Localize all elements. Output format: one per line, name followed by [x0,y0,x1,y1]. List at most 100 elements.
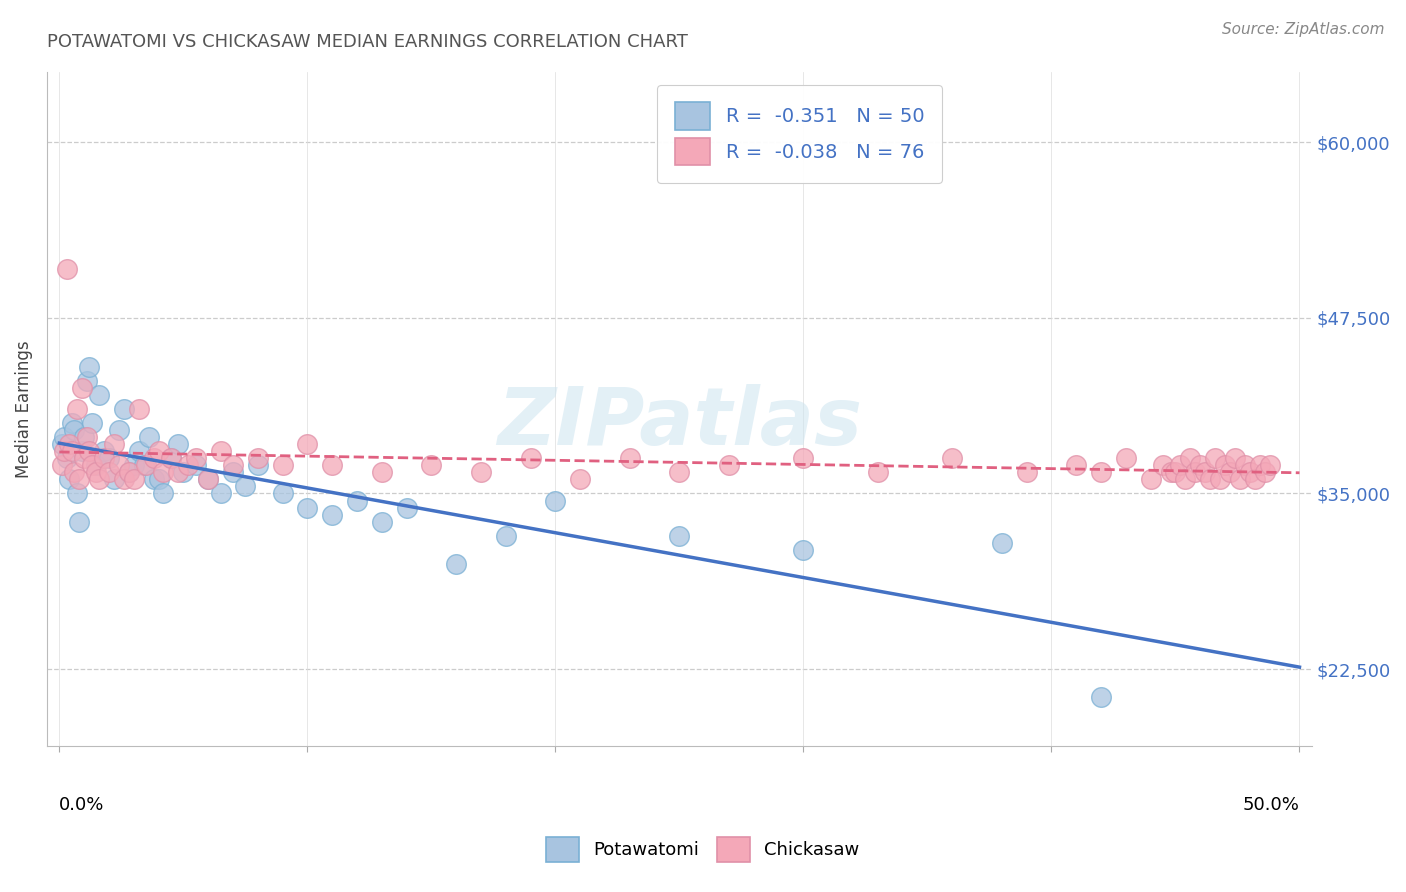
Point [142,472,165,486]
Point [135,458,157,473]
Point [108,458,131,473]
Point [160,451,183,466]
Point [395,500,418,515]
Point [1223,451,1246,466]
Point [53,444,76,458]
Point [371,466,394,480]
Point [73,451,96,466]
Point [128,402,150,417]
Point [209,444,232,458]
Point [866,466,889,480]
Point [58,472,80,486]
Point [76,430,98,444]
Point [1064,458,1087,473]
Point [118,466,141,480]
Point [233,479,256,493]
Point [1160,466,1182,480]
Point [128,444,150,458]
Point [138,430,160,444]
Point [60,444,83,458]
Point [132,458,155,473]
Point [77,444,100,458]
Point [80,416,103,430]
Point [58,437,80,451]
Point [93,444,115,458]
Point [148,444,170,458]
Point [1204,451,1226,466]
Point [122,472,145,486]
Point [1090,466,1112,480]
Point [112,472,135,486]
Point [1139,472,1161,486]
Point [991,535,1014,549]
Point [63,423,86,437]
Point [67,472,90,486]
Point [1209,472,1232,486]
Point [209,486,232,500]
Point [1184,466,1206,480]
Text: 0.0%: 0.0% [59,796,104,814]
Point [112,402,135,417]
Point [66,402,89,417]
Point [80,458,103,473]
Point [51,458,73,473]
Point [167,466,190,480]
Point [222,466,245,480]
Point [1164,466,1187,480]
Point [172,466,194,480]
Point [55,261,77,276]
Point [160,451,183,466]
Point [184,451,207,466]
Point [103,437,125,451]
Point [77,359,100,374]
Point [519,451,541,466]
Point [668,466,690,480]
Point [67,515,90,529]
Text: ZIPatlas: ZIPatlas [496,384,862,462]
Point [1233,458,1256,473]
Point [1090,690,1112,705]
Point [792,542,814,557]
Point [1115,451,1137,466]
Point [87,472,110,486]
Point [122,458,145,473]
Point [86,466,108,480]
Point [792,451,814,466]
Point [73,430,96,444]
Point [1152,458,1174,473]
Point [495,529,517,543]
Point [1194,466,1216,480]
Point [148,472,170,486]
Point [271,458,294,473]
Point [103,472,125,486]
Point [1180,451,1202,466]
Point [1219,466,1241,480]
Point [444,557,467,571]
Point [1243,472,1265,486]
Point [197,472,219,486]
Point [177,458,200,473]
Text: POTAWATOMI VS CHICKASAW MEDIAN EARNINGS CORRELATION CHART: POTAWATOMI VS CHICKASAW MEDIAN EARNINGS … [46,33,688,51]
Point [1174,472,1197,486]
Point [1015,466,1038,480]
Point [1258,458,1281,473]
Point [63,466,86,480]
Point [371,515,394,529]
Point [167,437,190,451]
Point [66,486,89,500]
Legend: Potawatomi, Chickasaw: Potawatomi, Chickasaw [540,830,866,870]
Point [152,486,174,500]
Point [619,451,641,466]
Point [60,416,83,430]
Point [222,458,245,473]
Point [97,451,120,466]
Text: 50.0%: 50.0% [1243,796,1299,814]
Point [197,472,219,486]
Point [76,374,98,388]
Point [87,388,110,402]
Point [1213,458,1236,473]
Point [184,458,207,473]
Point [97,466,120,480]
Point [142,451,165,466]
Point [717,458,740,473]
